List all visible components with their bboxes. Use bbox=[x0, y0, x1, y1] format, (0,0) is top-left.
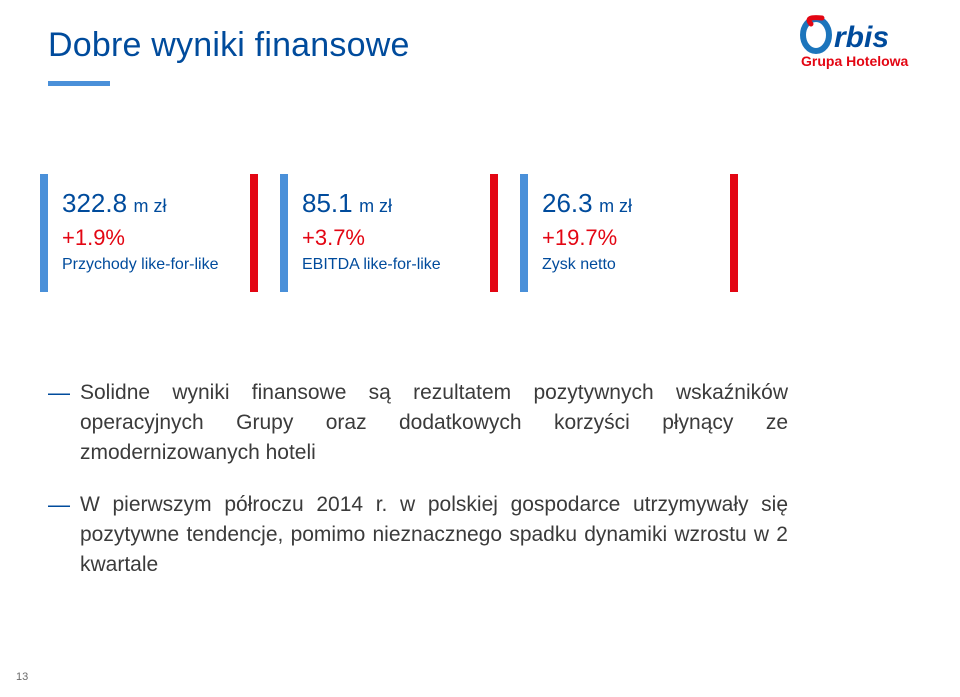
tile-accent-right bbox=[490, 174, 498, 292]
orbis-logo-svg: rbis Grupa Hotelowa bbox=[798, 14, 926, 78]
page-title: Dobre wyniki finansowe bbox=[48, 26, 912, 65]
tile-accent-right bbox=[250, 174, 258, 292]
bullet-item: — W pierwszym półroczu 2014 r. w polskie… bbox=[48, 490, 788, 580]
bullet-text: W pierwszym półroczu 2014 r. w polskiej … bbox=[80, 490, 788, 580]
tile-change: +1.9% bbox=[62, 225, 238, 251]
tile-value: 322.8 bbox=[62, 188, 127, 218]
tile-label: Zysk netto bbox=[542, 256, 718, 274]
tile-change: +3.7% bbox=[302, 225, 478, 251]
tile-ebitda: 85.1 m zł +3.7% EBITDA like-for-like bbox=[288, 174, 490, 292]
tile-accent-right bbox=[730, 174, 738, 292]
bullet-dash-icon: — bbox=[48, 378, 80, 408]
title-underline bbox=[48, 81, 110, 86]
orbis-logo: rbis Grupa Hotelowa bbox=[798, 14, 926, 83]
svg-text:rbis: rbis bbox=[834, 21, 889, 54]
tile-przychody: 322.8 m zł +1.9% Przychody like-for-like bbox=[48, 174, 250, 292]
tile-zysk-netto: 26.3 m zł +19.7% Zysk netto bbox=[528, 174, 730, 292]
bullet-item: — Solidne wyniki finansowe są rezultatem… bbox=[48, 378, 788, 468]
svg-text:Grupa Hotelowa: Grupa Hotelowa bbox=[801, 53, 909, 69]
tile-value: 85.1 bbox=[302, 188, 353, 218]
tile-accent-left bbox=[280, 174, 288, 292]
metric-tiles: 322.8 m zł +1.9% Przychody like-for-like… bbox=[48, 174, 912, 292]
tile-accent-left bbox=[40, 174, 48, 292]
tile-unit: m zł bbox=[134, 196, 167, 216]
bullet-text: Solidne wyniki finansowe są rezultatem p… bbox=[80, 378, 788, 468]
page-number: 13 bbox=[16, 671, 28, 683]
tile-unit: m zł bbox=[359, 196, 392, 216]
tile-label: Przychody like-for-like bbox=[62, 256, 238, 274]
bullet-list: — Solidne wyniki finansowe są rezultatem… bbox=[48, 378, 788, 580]
tile-change: +19.7% bbox=[542, 225, 718, 251]
tile-accent-left bbox=[520, 174, 528, 292]
tile-unit: m zł bbox=[599, 196, 632, 216]
bullet-dash-icon: — bbox=[48, 490, 80, 520]
tile-value: 26.3 bbox=[542, 188, 593, 218]
tile-label: EBITDA like-for-like bbox=[302, 256, 478, 274]
